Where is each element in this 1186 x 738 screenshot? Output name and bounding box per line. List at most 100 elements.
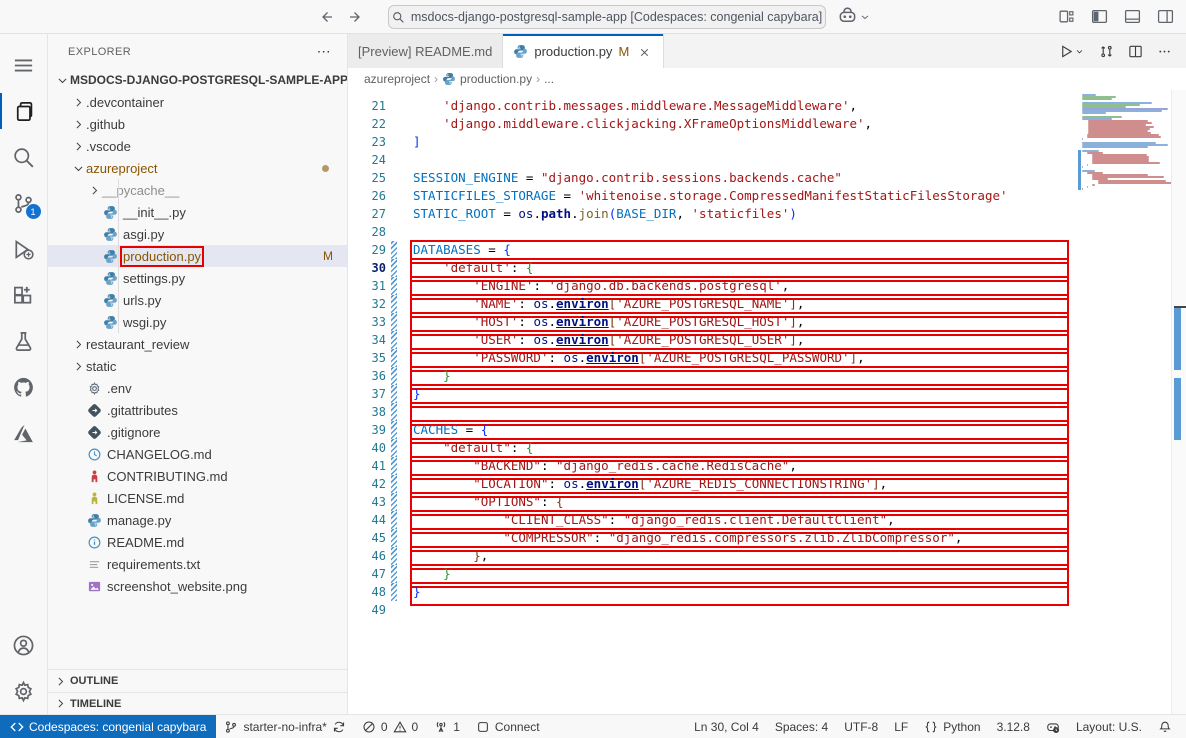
code-line-39[interactable]: 39 CACHES = {: [348, 419, 1071, 444]
code-line-28[interactable]: 28: [348, 223, 1071, 241]
code-line-29[interactable]: 29 DATABASES = {: [348, 239, 1071, 264]
code-line-49[interactable]: 49: [348, 601, 1071, 619]
status-ports[interactable]: 1: [426, 715, 468, 738]
code-line-32[interactable]: 32 'NAME': os.environ['AZURE_POSTGRESQL_…: [348, 293, 1071, 318]
tree-item-changelog-md[interactable]: CHANGELOG.md: [48, 443, 347, 465]
code-line-24[interactable]: 24: [348, 151, 1071, 169]
minimap[interactable]: [1072, 90, 1177, 192]
tree-item-screenshot-website-png[interactable]: screenshot_website.png: [48, 575, 347, 597]
tree-item-restaurant-review[interactable]: restaurant_review: [48, 333, 347, 355]
activity-bar-settings[interactable]: [0, 668, 48, 714]
activity-bar-github-view[interactable]: [0, 364, 48, 410]
code-line-42[interactable]: 42 "LOCATION": os.environ['AZURE_REDIS_C…: [348, 473, 1071, 498]
status-keyboard-layout[interactable]: Layout: U.S.: [1068, 715, 1150, 738]
status-encoding[interactable]: UTF-8: [836, 715, 886, 738]
code-line-40[interactable]: 40 "default": {: [348, 437, 1071, 462]
activity-bar-testing-view[interactable]: [0, 318, 48, 364]
code-line-21[interactable]: 21 'django.contrib.messages.middleware.M…: [348, 97, 1071, 115]
status-branch-status[interactable]: starter-no-infra*: [216, 715, 353, 738]
sidebar-section-timeline[interactable]: TIMELINE: [48, 692, 347, 714]
code-line-22[interactable]: 22 'django.middleware.clickjacking.XFram…: [348, 115, 1071, 133]
status-cursor-position[interactable]: Ln 30, Col 4: [686, 715, 767, 738]
code-line-37[interactable]: 37}: [348, 383, 1071, 408]
status-codespaces-performance[interactable]: [1038, 715, 1068, 738]
status-eol[interactable]: LF: [886, 715, 916, 738]
tree-item-azureproject[interactable]: azureproject: [48, 157, 347, 179]
breadcrumb-item[interactable]: ...: [544, 72, 555, 86]
tree-item--vscode[interactable]: .vscode: [48, 135, 347, 157]
code-editor[interactable]: 21 'django.contrib.messages.middleware.M…: [348, 90, 1186, 714]
breadcrumb-item[interactable]: azureproject: [364, 72, 431, 86]
activity-bar-search-view[interactable]: [0, 134, 48, 180]
tree-item--pycache-[interactable]: __pycache__: [48, 179, 347, 201]
activity-bar-accounts[interactable]: [0, 622, 48, 668]
activity-bar-explorer-view[interactable]: [0, 88, 48, 134]
breadcrumb-item[interactable]: production.py: [442, 72, 532, 86]
code-line-44[interactable]: 44 "CLIENT_CLASS": "django_redis.client.…: [348, 509, 1071, 534]
code-line-34[interactable]: 34 'USER': os.environ['AZURE_POSTGRESQL_…: [348, 329, 1071, 354]
code-line-36[interactable]: 36 }: [348, 365, 1071, 390]
tab-production-py[interactable]: production.py M: [503, 34, 665, 68]
toggle-primary-sidebar-button[interactable]: [1091, 8, 1108, 25]
tree-item--gitignore[interactable]: .gitignore: [48, 421, 347, 443]
tree-item-settings-py[interactable]: settings.py: [48, 267, 347, 289]
tree-item-wsgi-py[interactable]: wsgi.py: [48, 311, 347, 333]
nav-forward-button[interactable]: [348, 8, 364, 25]
tree-item--init-py[interactable]: __init__.py: [48, 201, 347, 223]
code-line-26[interactable]: 26 STATICFILES_STORAGE = 'whitenoise.stor…: [348, 187, 1071, 205]
split-editor-button[interactable]: [1128, 43, 1143, 59]
run-python-button[interactable]: [1059, 44, 1085, 59]
activity-bar-extensions-view[interactable]: [0, 272, 48, 318]
tree-item-production-py[interactable]: production.py M: [48, 245, 347, 267]
code-line-38[interactable]: 38: [348, 401, 1071, 426]
code-line-43[interactable]: 43 "OPTIONS": {: [348, 491, 1071, 516]
code-line-48[interactable]: 48}: [348, 581, 1071, 606]
activity-bar-run-debug-view[interactable]: [0, 226, 48, 272]
tree-item--github[interactable]: .github: [48, 113, 347, 135]
status-connect[interactable]: Connect: [468, 715, 548, 738]
code-line-41[interactable]: 41 "BACKEND": "django_redis.cache.RedisC…: [348, 455, 1071, 480]
tree-item--env[interactable]: .env: [48, 377, 347, 399]
code-line-30[interactable]: 30 'default': {: [348, 257, 1071, 282]
status-python-version[interactable]: 3.12.8: [989, 715, 1038, 738]
activity-bar-application-menu[interactable]: [0, 42, 48, 88]
toggle-secondary-sidebar-button[interactable]: [1157, 8, 1174, 25]
status-notifications[interactable]: [1150, 715, 1180, 738]
codespaces-menu-button[interactable]: [838, 7, 871, 26]
tree-item-msdocs-django-postgresql-sample-app-[interactable]: MSDOCS-DJANGO-POSTGRESQL-SAMPLE-APP...: [48, 69, 347, 91]
tree-item--devcontainer[interactable]: .devcontainer: [48, 91, 347, 113]
sidebar-section-outline[interactable]: OUTLINE: [48, 670, 347, 692]
nav-back-button[interactable]: [318, 8, 334, 25]
code-line-47[interactable]: 47 }: [348, 563, 1071, 588]
overview-ruler[interactable]: [1171, 90, 1186, 714]
code-line-33[interactable]: 33 'HOST': os.environ['AZURE_POSTGRESQL_…: [348, 311, 1071, 336]
code-line-46[interactable]: 46 },: [348, 545, 1071, 570]
tree-item--gitattributes[interactable]: .gitattributes: [48, 399, 347, 421]
status-remote-indicator[interactable]: Codespaces: congenial capybara: [0, 715, 217, 738]
tree-item-license-md[interactable]: LICENSE.md: [48, 487, 347, 509]
explorer-more-actions-button[interactable]: ⋯: [316, 43, 331, 59]
code-line-31[interactable]: 31 'ENGINE': 'django.db.backends.postgre…: [348, 275, 1071, 300]
customize-layout-button[interactable]: [1058, 8, 1075, 25]
tree-item-asgi-py[interactable]: asgi.py: [48, 223, 347, 245]
tab-close-button[interactable]: [635, 43, 653, 59]
command-center-search[interactable]: msdocs-django-postgresql-sample-app [Cod…: [388, 5, 826, 29]
tree-item-manage-py[interactable]: manage.py: [48, 509, 347, 531]
tree-item-urls-py[interactable]: urls.py: [48, 289, 347, 311]
open-changes-button[interactable]: [1099, 43, 1114, 59]
tree-item-readme-md[interactable]: README.md: [48, 531, 347, 553]
code-line-27[interactable]: 27 STATIC_ROOT = os.path.join(BASE_DIR, '…: [348, 205, 1071, 223]
status-indentation[interactable]: Spaces: 4: [767, 715, 836, 738]
toggle-panel-button[interactable]: [1124, 8, 1141, 25]
status-language-mode[interactable]: Python: [916, 715, 988, 738]
activity-bar-azure-view[interactable]: [0, 410, 48, 456]
code-line-35[interactable]: 35 'PASSWORD': os.environ['AZURE_POSTGRE…: [348, 347, 1071, 372]
editor-more-actions-button[interactable]: [1157, 43, 1172, 59]
tree-item-static[interactable]: static: [48, 355, 347, 377]
tree-item-requirements-txt[interactable]: requirements.txt: [48, 553, 347, 575]
code-line-25[interactable]: 25 SESSION_ENGINE = "django.contrib.sessi…: [348, 169, 1071, 187]
tree-item-contributing-md[interactable]: CONTRIBUTING.md: [48, 465, 347, 487]
tab--preview-readme-md[interactable]: [Preview] README.md: [348, 34, 504, 68]
activity-bar-source-control-view[interactable]: 1: [0, 180, 48, 226]
